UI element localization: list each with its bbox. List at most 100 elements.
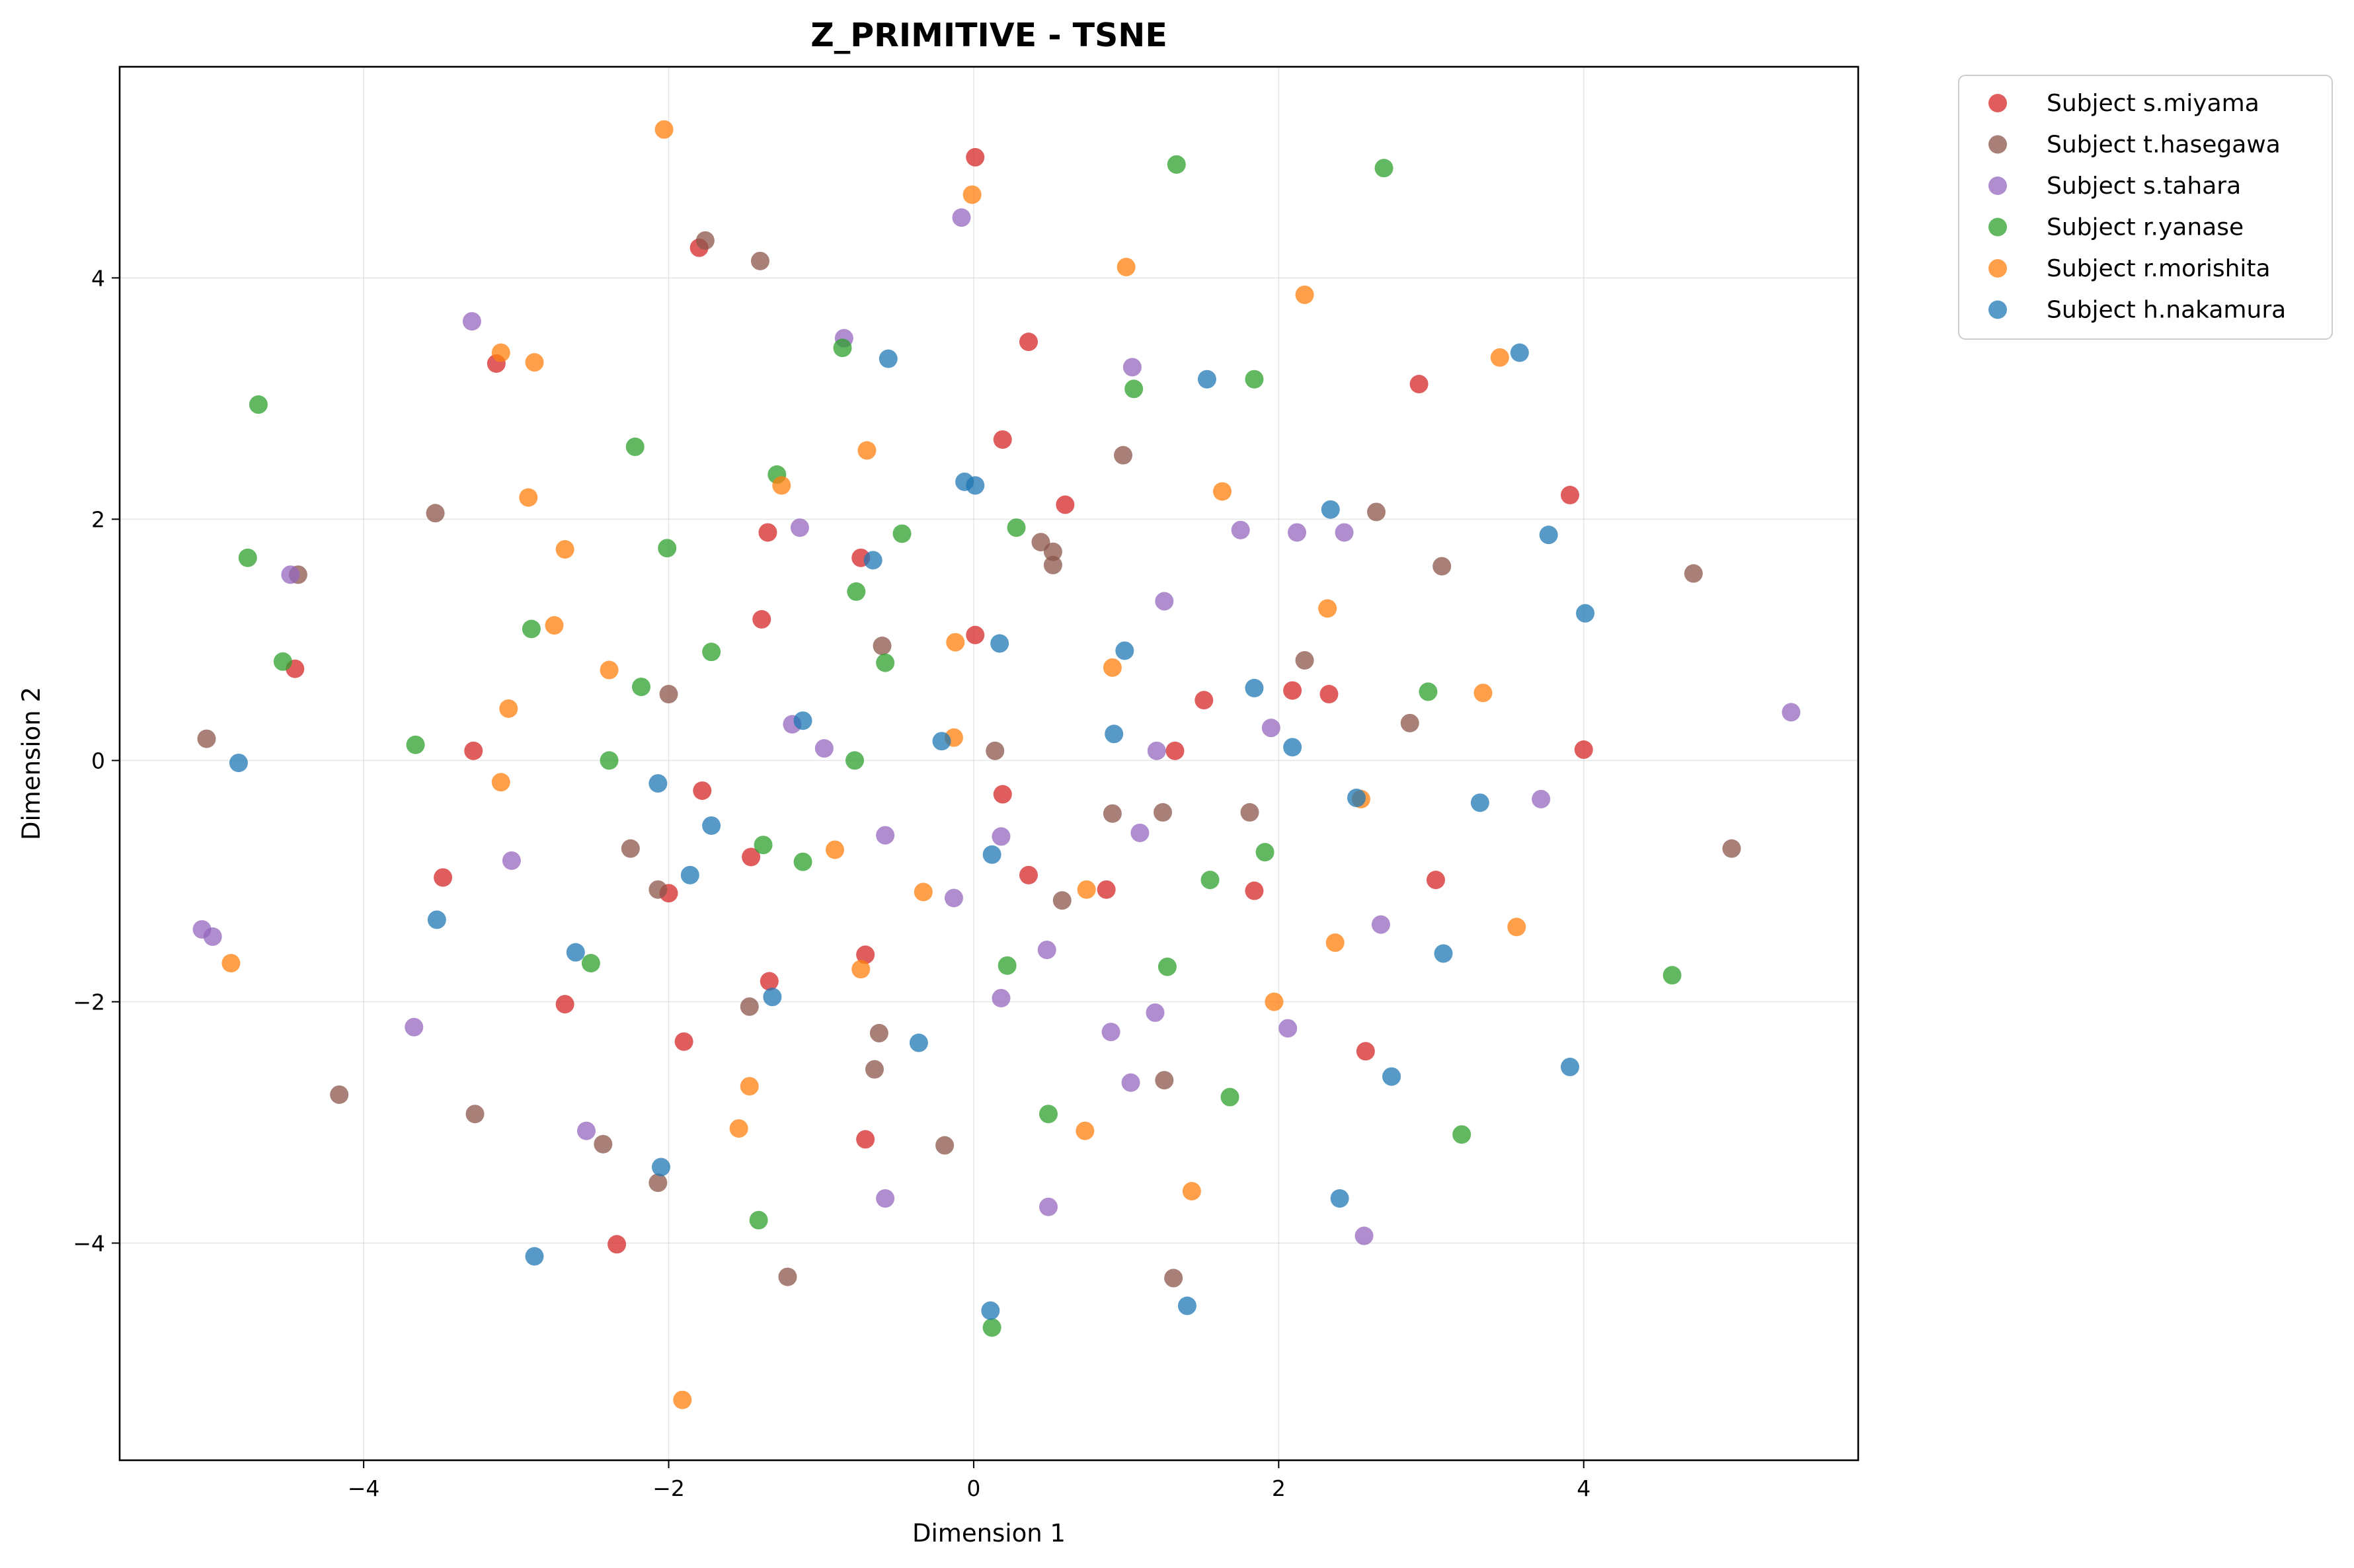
data-point	[998, 956, 1017, 975]
data-point	[1155, 1071, 1174, 1090]
data-point	[1382, 1067, 1401, 1086]
data-point	[750, 251, 769, 270]
data-point	[229, 754, 248, 773]
data-point	[1507, 918, 1526, 937]
data-point	[729, 1119, 748, 1138]
data-point	[427, 910, 446, 929]
x-tick-label: 0	[966, 1475, 980, 1501]
data-point	[581, 954, 600, 973]
data-point	[1103, 658, 1122, 677]
data-point	[966, 476, 985, 495]
grid-lines	[120, 67, 1858, 1460]
data-point	[909, 1033, 928, 1052]
data-point	[1154, 803, 1172, 822]
data-point	[1782, 703, 1801, 722]
data-point	[869, 1023, 888, 1042]
data-point	[648, 774, 668, 793]
data-point	[625, 437, 645, 456]
data-point	[600, 660, 619, 680]
data-point	[249, 395, 268, 414]
series-subject-s-miyama	[286, 147, 1593, 1254]
data-point	[1261, 719, 1280, 738]
data-point	[876, 653, 895, 672]
data-point	[966, 625, 985, 645]
data-point	[1400, 713, 1419, 732]
data-point	[814, 739, 834, 758]
legend-box	[1958, 75, 2333, 340]
data-point	[654, 120, 674, 139]
data-point	[1374, 159, 1393, 178]
data-point	[962, 185, 982, 204]
y-tick-label: −4	[73, 1230, 105, 1256]
data-point	[1052, 891, 1072, 910]
data-point	[1200, 871, 1220, 890]
data-point	[1325, 933, 1345, 953]
data-point	[981, 1301, 1000, 1320]
data-point	[1115, 641, 1134, 660]
data-point	[876, 1189, 895, 1208]
data-point	[1245, 370, 1264, 389]
data-point	[1335, 523, 1354, 542]
data-point	[1117, 257, 1136, 276]
axis-ticks: −4 −2 0 2 4 −4 −2 0 2 4	[73, 265, 1590, 1501]
data-point	[990, 634, 1009, 653]
data-point	[1039, 1105, 1058, 1124]
data-point	[555, 995, 574, 1014]
data-point	[1576, 604, 1595, 623]
x-tick-label: 2	[1272, 1475, 1286, 1501]
data-point	[1419, 682, 1438, 701]
series-subject-r-yanase	[238, 155, 1682, 1337]
data-point	[1164, 1269, 1183, 1288]
data-point	[992, 988, 1011, 1007]
data-point	[1319, 685, 1339, 704]
data-point	[522, 619, 541, 639]
data-point	[856, 945, 875, 964]
data-point	[1354, 1226, 1374, 1245]
data-point	[648, 1173, 668, 1193]
data-point	[499, 699, 518, 718]
x-tick-label: −2	[652, 1475, 685, 1501]
data-point	[1077, 880, 1096, 899]
data-point	[651, 1157, 670, 1177]
data-point	[594, 1134, 613, 1154]
data-point	[935, 1136, 955, 1155]
data-point	[1146, 1003, 1165, 1022]
data-point	[993, 430, 1012, 449]
data-point	[740, 1077, 759, 1096]
data-point	[758, 523, 777, 542]
data-point	[740, 997, 759, 1016]
data-point	[1432, 557, 1452, 576]
data-point	[879, 349, 898, 368]
data-point	[434, 868, 453, 887]
data-point	[1330, 1189, 1349, 1208]
data-point	[491, 773, 510, 792]
data-point	[857, 441, 877, 460]
data-point	[1097, 880, 1116, 899]
y-tick-label: 0	[91, 748, 105, 773]
legend-marker	[1988, 135, 2007, 154]
data-point	[793, 711, 812, 730]
data-point	[1157, 957, 1177, 976]
data-point	[1366, 502, 1386, 522]
data-point	[1321, 500, 1340, 519]
data-point	[1056, 495, 1075, 514]
plot-frame	[118, 65, 1860, 1462]
data-point	[833, 338, 852, 358]
legend-marker	[1988, 176, 2007, 195]
data-point	[1490, 348, 1509, 367]
data-point	[863, 551, 883, 570]
chart-title: Z_PRIMITIVE - TSNE	[810, 17, 1167, 54]
data-point	[1245, 678, 1264, 697]
data-point	[914, 882, 933, 902]
data-point	[1560, 1058, 1579, 1077]
data-point	[1167, 155, 1186, 174]
data-point	[845, 751, 864, 770]
data-point	[1076, 1121, 1095, 1140]
y-tick-label: 4	[91, 265, 105, 291]
data-point	[1114, 446, 1133, 465]
legend-marker	[1988, 300, 2007, 319]
data-point	[1240, 803, 1259, 822]
data-point	[648, 880, 668, 899]
data-point	[197, 729, 216, 748]
